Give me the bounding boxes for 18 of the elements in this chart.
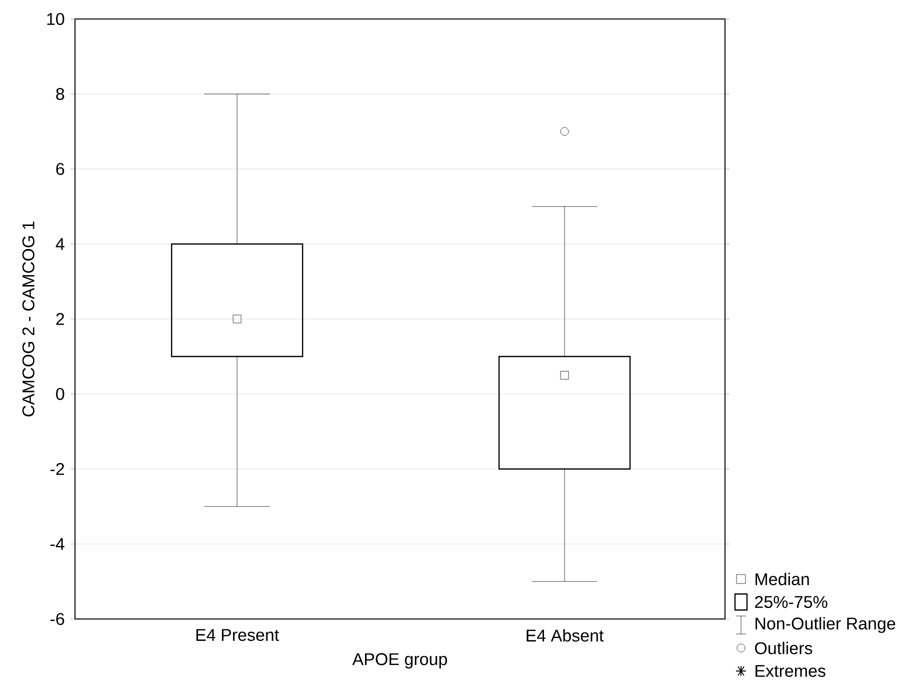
y-tick-label: 6: [56, 162, 64, 176]
y-tick-label: 10: [47, 12, 64, 26]
text: Extremes: [756, 665, 826, 677]
y-tick-label: -2: [50, 463, 64, 475]
text: Median: [756, 572, 809, 586]
y-tick-label: -4: [50, 538, 64, 550]
y-tick-label: 0: [56, 388, 64, 400]
y-tick-label: 2: [56, 313, 64, 325]
y-tick-label: 4: [56, 238, 64, 250]
x-tick-label: E4 Present: [196, 629, 279, 641]
y-tick-label: -6: [50, 612, 64, 626]
x-axis-title: APOE group: [352, 653, 447, 669]
text: 25%-75%: [755, 596, 828, 608]
text: Non-Outlier Range: [756, 617, 896, 633]
text: Outliers: [755, 642, 812, 654]
y-tick-label: 8: [56, 88, 64, 100]
x-tick-label: E4 Absent: [526, 629, 604, 642]
y-axis-title: CAMCOG 2 - CAMCOG 1: [22, 222, 34, 416]
